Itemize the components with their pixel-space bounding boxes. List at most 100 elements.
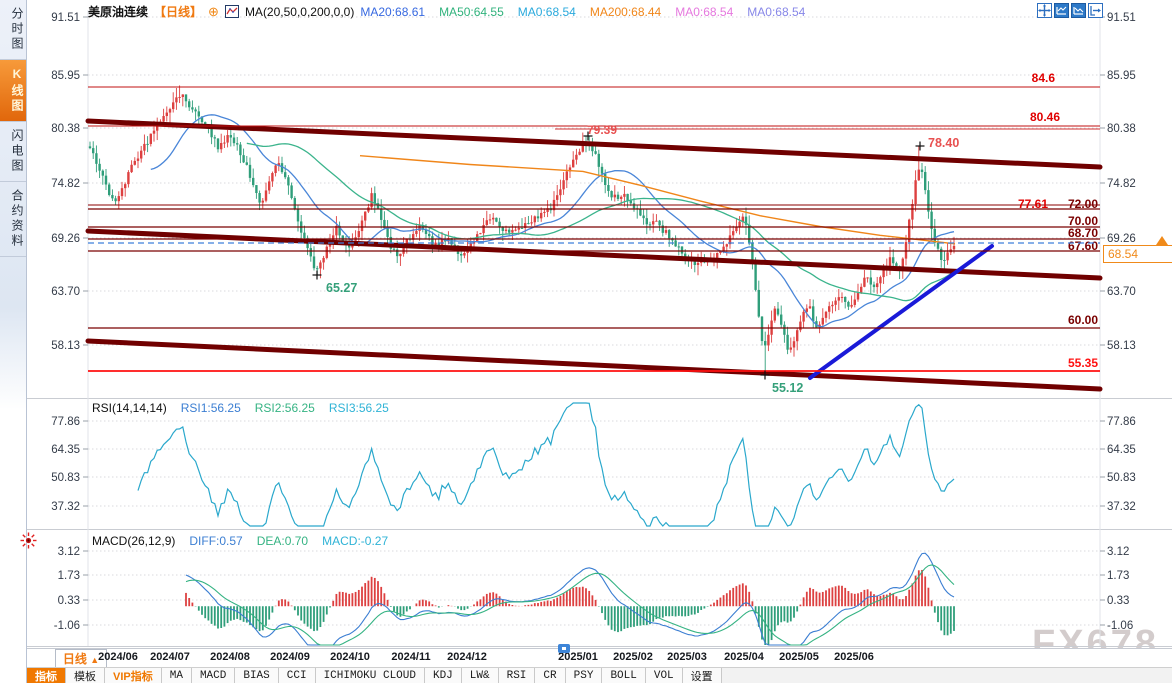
- toolbar-tab-vol[interactable]: VOL: [645, 668, 683, 683]
- annotation-label: 55.12: [772, 381, 803, 395]
- toolbar-tab-cr[interactable]: CR: [535, 668, 566, 683]
- axis-label: 64.35: [1107, 444, 1136, 456]
- toolbar-tab-cci[interactable]: CCI: [278, 668, 316, 683]
- date-label: 2024/07: [150, 651, 190, 663]
- indicator-toolbar: 指标 模板 VIP指标 MA MACD BIAS CCI ICHIMOKU CLOUD KDJ L…: [27, 667, 1172, 683]
- axis-label: 58.13: [51, 340, 80, 352]
- axis-label: 91.51: [51, 12, 80, 24]
- ma-value: MA0:68.54: [675, 4, 734, 19]
- axis-label: 85.95: [51, 70, 80, 82]
- annotation-label: 65.27: [326, 281, 357, 295]
- macd-values: DIFF:0.57 DEA:0.70 MACD:-0.27: [189, 534, 388, 548]
- add-overlay-icon[interactable]: ⊕: [208, 4, 219, 19]
- mini-chart-icon[interactable]: [224, 5, 239, 18]
- axis-label: 0.33: [58, 595, 80, 607]
- toolbar-tab-设置[interactable]: 设置: [682, 668, 722, 683]
- toolbar-tab-bias[interactable]: BIAS: [235, 668, 279, 683]
- annotation-label: 78.40: [928, 136, 959, 150]
- hot-marker-icon: [20, 532, 37, 549]
- date-label: 2024/08: [210, 651, 250, 663]
- chart-header: 美原油连续 【日线】 ⊕ MA(20,50,0,200,0,0) MA20:68.…: [88, 3, 805, 20]
- date-label: 2025/02: [613, 651, 653, 663]
- axis-label: 50.83: [1107, 472, 1136, 484]
- date-label: 2025/03: [667, 651, 707, 663]
- axis-label: 1.73: [1107, 570, 1129, 582]
- sidebar-tab-contract-info[interactable]: 合约资料: [0, 182, 26, 257]
- toolbar-tab-ichimoku-cloud[interactable]: ICHIMOKU CLOUD: [315, 668, 425, 683]
- indicator-value: DIFF:0.57: [189, 534, 243, 548]
- price-level-label: 77.61: [1018, 197, 1048, 211]
- price-level-label: 72.00: [1068, 197, 1098, 211]
- date-label: 2025/05: [779, 651, 819, 663]
- axis-label: 80.38: [1107, 123, 1136, 135]
- rsi-panel-header: RSI(14,14,14) RSI1:56.25 RSI2:56.25 RSI3:5…: [92, 401, 389, 415]
- axis-label: -1.06: [54, 620, 80, 632]
- axis-label: 0.33: [1107, 595, 1129, 607]
- period-label[interactable]: 【日线】: [154, 5, 203, 19]
- zoom-in-chart-icon[interactable]: [1071, 3, 1086, 18]
- ma-value: MA20:68.61: [360, 4, 426, 19]
- axis-label: 69.26: [51, 233, 80, 245]
- macd-panel-header: MACD(26,12,9) DIFF:0.57 DEA:0.70 MACD:-0.2…: [92, 534, 388, 548]
- toolbar-tab-指标[interactable]: 指标: [27, 668, 66, 683]
- indicator-value: DEA:0.70: [256, 534, 309, 548]
- ma-settings: MA(20,50,0,200,0,0): [244, 4, 355, 19]
- exit-icon[interactable]: [1088, 3, 1103, 18]
- date-label: 2024/12: [447, 651, 487, 663]
- axis-label: 64.35: [51, 444, 80, 456]
- zoom-out-chart-icon[interactable]: [1054, 3, 1069, 18]
- axis-label: 77.86: [51, 416, 80, 428]
- price-level-label: 79.39: [587, 123, 617, 137]
- axis-label: 1.73: [58, 570, 80, 582]
- axis-label: 74.82: [1107, 178, 1136, 190]
- axis-label: 77.86: [1107, 416, 1136, 428]
- toolbar-tab-rsi[interactable]: RSI: [498, 668, 536, 683]
- price-level-label: 67.60: [1068, 239, 1098, 253]
- toolbar-tab-lw&[interactable]: LW&: [461, 668, 499, 683]
- current-price-tag: 68.54: [1103, 245, 1172, 263]
- axis-label: 85.95: [1107, 70, 1136, 82]
- axis-label: 37.32: [1107, 501, 1136, 513]
- toolbar-tab-vip指标[interactable]: VIP指标: [105, 668, 162, 683]
- indicator-value: MACD:-0.27: [322, 534, 389, 548]
- axis-label: 63.70: [1107, 286, 1136, 298]
- ma-value: MA50:64.55: [439, 4, 504, 19]
- date-axis-row: 日线 ▲ 2024/06 2024/07 2024/08 2024/09 2024/10…: [27, 644, 1172, 669]
- toolbar-tab-kdj[interactable]: KDJ: [424, 668, 462, 683]
- ma-value: MA0:68.54: [747, 4, 806, 19]
- toolbar-tab-boll[interactable]: BOLL: [602, 668, 646, 683]
- symbol-name: 美原油连续: [88, 5, 149, 19]
- date-label: 2024/10: [330, 651, 370, 663]
- rsi-values: RSI1:56.25 RSI2:56.25 RSI3:56.25: [181, 401, 389, 415]
- toolbar-tab-ma[interactable]: MA: [161, 668, 192, 683]
- pan-crosshair-icon[interactable]: [1037, 3, 1052, 18]
- toolbar-tab-psy[interactable]: PSY: [565, 668, 603, 683]
- price-level-label: 60.00: [1068, 313, 1098, 327]
- axis-label: 91.51: [1107, 12, 1136, 24]
- price-level-label: 70.00: [1068, 214, 1098, 228]
- axis-label: 80.38: [51, 123, 80, 135]
- dropup-triangle-icon: ▲: [90, 655, 100, 665]
- sidebar-tab-flash-chart[interactable]: 闪电图: [0, 122, 26, 182]
- toolbar-tab-macd[interactable]: MACD: [191, 668, 236, 683]
- macd-title: MACD(26,12,9): [92, 534, 176, 548]
- ma-value: MA200:68.44: [589, 4, 662, 19]
- date-label: 2025/06: [834, 651, 874, 663]
- axis-label: -1.06: [1107, 620, 1133, 632]
- date-label: 2025/04: [724, 651, 764, 663]
- axis-label: 3.12: [58, 546, 80, 558]
- ma-value: MA0:68.54: [517, 4, 576, 19]
- period-selector-button[interactable]: 日线 ▲: [55, 649, 107, 669]
- event-marker-icon[interactable]: [558, 644, 570, 653]
- axis-label: 58.13: [1107, 340, 1136, 352]
- price-level-label: 84.6: [1032, 71, 1056, 85]
- date-label: 2024/11: [391, 651, 431, 663]
- axis-label: 37.32: [51, 501, 80, 513]
- toolbar-tab-模板[interactable]: 模板: [66, 668, 105, 683]
- sidebar-tab-kline-chart[interactable]: K线图: [0, 60, 26, 122]
- indicator-value: RSI2:56.25: [254, 401, 315, 415]
- sidebar-tab-minute-chart[interactable]: 分时图: [0, 0, 26, 60]
- axis-label: 3.12: [1107, 546, 1129, 558]
